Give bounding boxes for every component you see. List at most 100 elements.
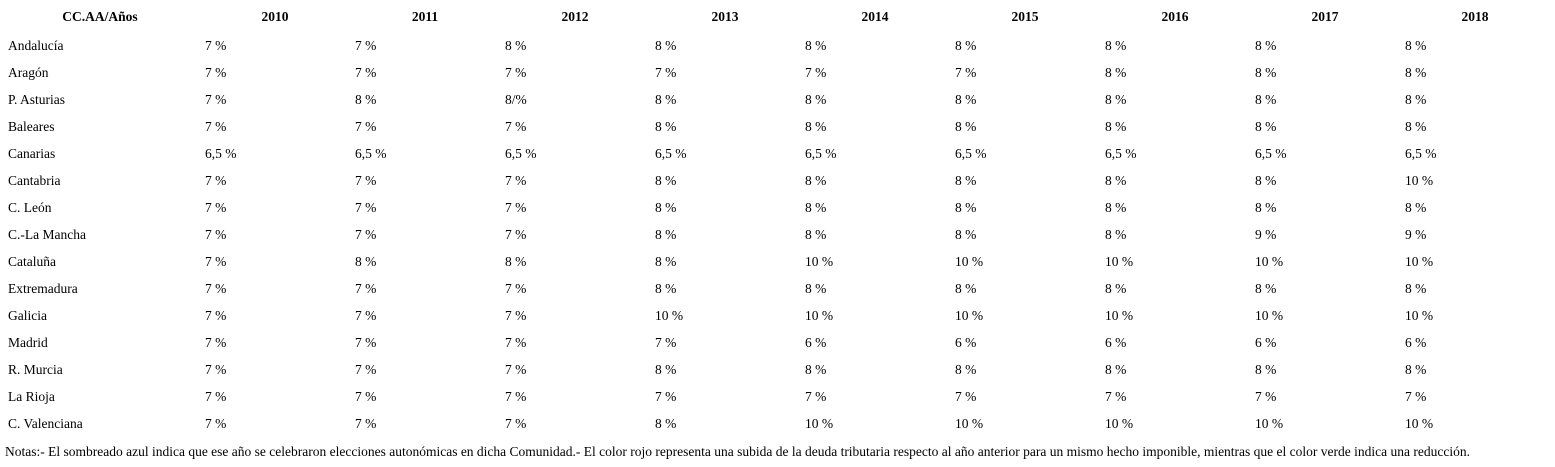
table-row: Canarias 6,5 % 6,5 % 6,5 % 6,5 % 6,5 % 6,5 % 6,… [0, 140, 1550, 167]
table-cell: 7 % [355, 307, 377, 323]
table-cell: 8 % [1105, 118, 1127, 134]
table-cell: 7 % [355, 280, 377, 296]
table-cell: 7 % [205, 280, 227, 296]
table-cell: 7 % [355, 334, 377, 350]
table-cell: 8 % [655, 280, 677, 296]
table-cell: 8 % [505, 37, 527, 53]
table-row: P. Asturias 7 % 8 % 8/% 8 % 8 % 8 % 8 % 8 % 8 % [0, 86, 1550, 113]
table-cell: 8 % [655, 37, 677, 53]
table-cell: 7 % [355, 415, 377, 431]
row-label: Andalucía [8, 37, 64, 53]
table-cell: 10 % [1105, 415, 1134, 431]
table-cell: 7 % [355, 172, 377, 188]
table-cell: 9 % [1405, 226, 1427, 242]
table-cell: 10 % [1255, 307, 1284, 323]
table-cell: 6,5 % [1405, 145, 1437, 161]
table-cell: 8 % [1255, 64, 1277, 80]
table-cell: 10 % [1105, 253, 1134, 269]
table-row: Madrid 7 % 7 % 7 % 7 % 6 % 6 % 6 % 6 % 6 % [0, 329, 1550, 356]
table-cell: 8 % [1405, 280, 1427, 296]
table-row: Andalucía 7 % 7 % 8 % 8 % 8 % 8 % 8 % 8 % 8 % [0, 32, 1550, 59]
table-cell: 8 % [805, 37, 827, 53]
header-year-2015: 2015 [1011, 9, 1039, 24]
table-cell: 6,5 % [955, 145, 987, 161]
table-cell: 7 % [205, 64, 227, 80]
table-cell: 6 % [1255, 334, 1277, 350]
table-cell: 7 % [1105, 388, 1127, 404]
table-cell: 7 % [655, 334, 677, 350]
table-cell: 7 % [355, 199, 377, 215]
row-label: Cantabria [8, 172, 61, 188]
table-cell: 8 % [1105, 64, 1127, 80]
table-cell: 10 % [955, 307, 984, 323]
table-cell: 7 % [355, 64, 377, 80]
table-cell: 6 % [955, 334, 977, 350]
table-cell: 7 % [655, 388, 677, 404]
table-cell: 10 % [1105, 307, 1134, 323]
table-cell: 7 % [505, 118, 527, 134]
table-cell: 10 % [1405, 253, 1434, 269]
table-cell: 7 % [355, 361, 377, 377]
table-cell: 8 % [805, 199, 827, 215]
table-cell: 7 % [505, 64, 527, 80]
table-cell: 8 % [805, 118, 827, 134]
row-label: Cataluña [8, 253, 56, 269]
table-cell: 8 % [655, 415, 677, 431]
table-row: Baleares 7 % 7 % 7 % 8 % 8 % 8 % 8 % 8 % 8 % [0, 113, 1550, 140]
header-year-2010: 2010 [261, 9, 289, 24]
table-row: Cantabria 7 % 7 % 7 % 8 % 8 % 8 % 8 % 8 % 10 % [0, 167, 1550, 194]
table-cell: 8 % [955, 199, 977, 215]
table-cell: 8 % [955, 37, 977, 53]
table-cell: 6,5 % [805, 145, 837, 161]
row-label: Madrid [8, 334, 48, 350]
table-cell: 7 % [205, 91, 227, 107]
table-cell: 8 % [1405, 37, 1427, 53]
table-cell: 7 % [505, 307, 527, 323]
table-cell: 7 % [805, 64, 827, 80]
table-cell: 8 % [655, 91, 677, 107]
table-cell: 6,5 % [205, 145, 237, 161]
table-cell: 7 % [205, 118, 227, 134]
table-row: Aragón 7 % 7 % 7 % 7 % 7 % 7 % 8 % 8 % 8 % [0, 59, 1550, 86]
table-cell: 7 % [505, 361, 527, 377]
table-cell: 8 % [655, 118, 677, 134]
table-cell: 8 % [505, 253, 527, 269]
table-cell: 7 % [505, 226, 527, 242]
table-cell: 8 % [655, 172, 677, 188]
table-cell: 8 % [955, 118, 977, 134]
table-cell: 6,5 % [1105, 145, 1137, 161]
row-label: C. León [8, 199, 52, 215]
table-cell: 8 % [1255, 118, 1277, 134]
table-cell: 8 % [1255, 37, 1277, 53]
table-cell: 10 % [805, 415, 834, 431]
table-cell: 8 % [1105, 91, 1127, 107]
table-cell: 8 % [955, 91, 977, 107]
header-year-2013: 2013 [711, 9, 739, 24]
table-cell: 8 % [955, 226, 977, 242]
table-cell: 7 % [1255, 388, 1277, 404]
table-cell: 8 % [655, 199, 677, 215]
table-cell: 8 % [805, 91, 827, 107]
table-cell: 6 % [1105, 334, 1127, 350]
table-cell: 7 % [205, 361, 227, 377]
tax-rates-table: CC.AA/Años 2010 2011 2012 2013 2014 2015… [0, 2, 1550, 437]
table-cell: 7 % [205, 199, 227, 215]
table-cell: 10 % [1255, 415, 1284, 431]
row-label: Aragón [8, 64, 49, 80]
table-cell: 7 % [205, 172, 227, 188]
row-label: P. Asturias [8, 91, 66, 107]
table-cell: 10 % [1405, 172, 1434, 188]
table-cell: 8 % [655, 361, 677, 377]
table-row: C. Valenciana 7 % 7 % 7 % 8 % 10 % 10 % 10 % 10 … [0, 410, 1550, 437]
table-cell: 8 % [655, 253, 677, 269]
header-year-2012: 2012 [561, 9, 589, 24]
header-year-2011: 2011 [411, 9, 439, 24]
table-cell: 8 % [805, 361, 827, 377]
table-cell: 8 % [1105, 37, 1127, 53]
table-cell: 7 % [355, 388, 377, 404]
table-cell: 6,5 % [655, 145, 687, 161]
table-cell: 7 % [205, 415, 227, 431]
table-cell: 8 % [1405, 118, 1427, 134]
table-cell: 8 % [955, 280, 977, 296]
